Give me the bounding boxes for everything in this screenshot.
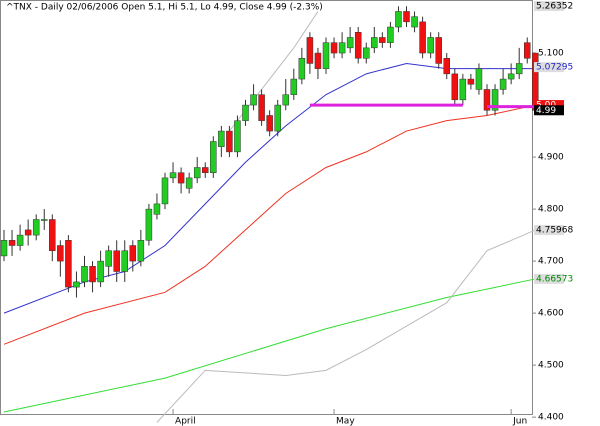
candle-body <box>346 37 354 49</box>
candle-body <box>24 229 32 236</box>
candle-body <box>459 78 467 101</box>
candle-body <box>314 52 322 69</box>
candle-body <box>467 78 475 85</box>
candle-body <box>202 167 209 173</box>
candle-body <box>16 234 24 246</box>
candle-body <box>242 104 249 121</box>
candle-body <box>524 42 531 59</box>
candle-body <box>0 240 8 257</box>
price-label: 4.66573 <box>536 274 573 284</box>
moving-average <box>3 104 536 345</box>
candle-body <box>32 219 40 236</box>
candle-body <box>226 130 233 153</box>
candle-body <box>403 11 410 23</box>
candle-body <box>81 266 88 283</box>
candle-body <box>322 42 330 69</box>
candle-body <box>483 89 491 111</box>
x-tick-label: May <box>336 417 355 426</box>
candle-body <box>330 42 338 54</box>
candle-body <box>266 115 273 132</box>
moving-average <box>156 229 536 423</box>
y-tick-label: 5.100 <box>538 49 564 59</box>
price-label: 4.75968 <box>536 226 573 236</box>
candle-body <box>282 94 289 106</box>
candle-body <box>290 78 298 95</box>
candle-body <box>153 203 161 215</box>
candle-body <box>8 240 16 246</box>
candle-body <box>137 240 145 262</box>
candle-body <box>129 245 137 262</box>
candle-body <box>427 37 434 54</box>
candle-body <box>451 73 459 101</box>
candle-body <box>274 104 281 132</box>
candle-body <box>338 42 346 54</box>
chart-title: ^TNX - Daily 02/06/2006 Open 5.1, Hi 5.1… <box>6 3 323 13</box>
candle-body <box>515 63 523 75</box>
candle-body <box>97 260 104 283</box>
price-label-bg <box>534 105 564 116</box>
price-label: 5.07295 <box>536 63 573 73</box>
plot-frame <box>0 0 533 415</box>
y-tick-label: 4.400 <box>538 413 564 423</box>
y-tick-label: 4.800 <box>538 205 564 215</box>
candle-body <box>507 73 515 80</box>
candle-body <box>89 266 96 283</box>
candle-body <box>169 172 177 179</box>
x-tick-label: Jun <box>512 417 527 426</box>
moving-average <box>3 278 536 413</box>
candle-body <box>57 245 64 262</box>
candle-body <box>387 26 394 43</box>
candle-body <box>419 21 426 54</box>
candle-body <box>193 167 201 179</box>
candle-body <box>363 47 370 59</box>
candle-body <box>234 120 241 153</box>
candle-body <box>395 11 402 28</box>
y-tick-label: 4.500 <box>538 361 564 371</box>
candle-body <box>250 94 257 106</box>
candle-body <box>258 94 265 121</box>
price-label-bg <box>534 1 564 11</box>
price-label-bg <box>534 100 564 111</box>
y-tick-label: 4.900 <box>538 153 564 163</box>
candle-body <box>113 250 120 272</box>
candle-body <box>379 37 386 43</box>
candle-body <box>475 68 483 90</box>
candle-body <box>306 37 314 64</box>
candle-body <box>73 281 80 288</box>
price-label: 5.26352 <box>536 2 573 12</box>
candle-body <box>185 177 193 189</box>
candle-body <box>65 240 72 288</box>
y-tick-label: 4.600 <box>538 309 564 319</box>
candle-body <box>371 37 378 49</box>
candle-body <box>499 78 507 90</box>
candle-body <box>121 250 128 272</box>
candle-body <box>49 219 56 251</box>
price-label: 4.99 <box>536 106 556 116</box>
candle-body <box>41 219 48 221</box>
candle-body <box>210 141 217 173</box>
price-label-bg <box>534 273 564 284</box>
x-tick-label: April <box>175 417 196 426</box>
y-tick-label: 4.700 <box>538 257 564 267</box>
candle-body <box>443 58 450 75</box>
price-label-bg <box>534 225 564 236</box>
candle-body <box>105 250 112 267</box>
candle-body <box>354 31 362 59</box>
candle-body <box>491 89 499 111</box>
candle-body <box>218 130 225 147</box>
candle-body <box>145 208 153 241</box>
candle-body <box>435 37 442 64</box>
price-label-bg <box>534 62 564 73</box>
candle-body <box>177 172 185 184</box>
candle-body <box>161 177 169 205</box>
candle-body <box>298 58 306 80</box>
candle-body <box>411 16 418 28</box>
